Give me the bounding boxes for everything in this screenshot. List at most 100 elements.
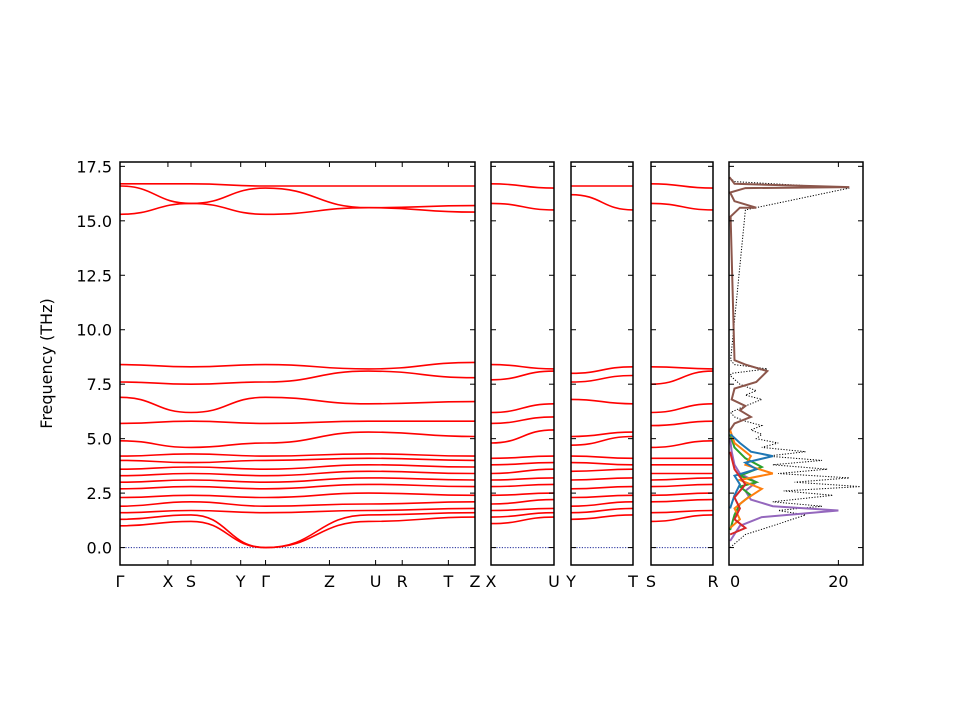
phonon-band-0-12 [119,420,475,425]
y-tick-label: 5.0 [87,430,112,449]
phonon-band-0-17 [119,185,476,209]
phonon-band-0-18 [120,182,475,187]
phonon-band-2-0 [570,514,634,521]
y-tick-label: 15.0 [76,212,112,231]
phonon-band-3-14 [650,202,714,211]
y-axis-label: Frequency (THz) [37,298,56,428]
y-tick-label: 17.5 [76,157,112,176]
phonon-band-1-10 [490,429,555,444]
phonon-band-3-9 [650,440,714,449]
k-point-label-T: T [442,572,453,591]
phonon-band-1-8 [490,461,555,466]
k-point-label-Γ: Γ [261,572,270,591]
dos-partial-curve-6 [728,176,850,431]
phonon-band-1-5 [490,483,555,488]
dos-partial-curve-5 [729,451,748,536]
dos-x-tick-label: 0 [730,572,740,591]
y-tick-label: 0.0 [87,539,112,558]
band-panel-0: Γ X S Y Γ Z U R T Z0.02.55.07.510.012.515.017.5 [76,157,480,591]
phonon-band-2-5 [570,477,634,481]
panel-frame [570,161,634,566]
y-tick-label: 12.5 [76,266,112,285]
phonon-band-0-9 [119,457,476,464]
phonon-band-2-7 [570,461,634,466]
phonon-band-1-1 [490,511,555,518]
phonon-band-0-4 [119,492,476,499]
phonon-band-2-6 [570,468,634,473]
phonon-band-0-14 [119,370,476,385]
phonon-band-3-11 [650,403,714,414]
phonon-band-2-1 [570,507,634,514]
dos-x-tick-label: 20 [828,572,848,591]
phonon-band-3-2 [650,498,714,503]
k-point-label-T: T [627,572,638,591]
dos-partial-curve-2 [729,433,765,531]
phonon-band-0-15 [119,361,476,370]
phonon-band-1-4 [490,492,555,497]
phonon-band-1-11 [490,416,555,425]
y-tick-label: 2.5 [87,484,112,503]
phonon-band-1-15 [490,202,555,211]
k-point-label-R: R [397,572,408,591]
phonon-band-1-0 [490,516,555,525]
y-tick-label: 10.0 [76,321,112,340]
phonon-band-0-11 [119,431,476,449]
k-point-label-U: U [548,572,560,591]
phonon-band-2-10 [570,431,634,438]
phonon-band-2-14 [570,193,634,211]
phonon-band-2-8 [570,455,634,460]
phonon-band-0-1 [119,511,476,549]
phonon-band-2-2 [570,501,634,507]
panel-frame [119,161,476,566]
phonon-band-2-13 [570,366,634,375]
dos-partial-curve-3 [729,429,774,529]
phonon-band-0-7 [119,470,476,477]
phonon-band-3-5 [650,477,714,481]
k-point-label-Z: Z [324,572,335,591]
phonon-band-2-9 [570,435,634,446]
phonon-band-1-13 [490,370,555,381]
phonon-band-2-3 [570,494,634,499]
dos-total-curve [729,176,861,548]
phonon-band-3-13 [650,366,714,370]
phonon-band-1-16 [490,183,555,189]
phonon-band-0-3 [119,501,476,507]
phonon-band-0-0 [119,516,476,549]
k-point-label-X: X [162,572,173,591]
panel-frame [490,161,555,566]
phonon-band-2-4 [570,485,634,490]
phonon-band-0-6 [119,477,476,483]
k-point-label-S: S [646,572,656,591]
dos-frame [728,161,864,566]
phonon-band-0-13 [119,396,476,414]
phonon-band-0-8 [119,464,476,470]
phonon-band-3-4 [650,483,714,488]
phonon-band-3-15 [650,183,714,189]
k-point-label-U: U [370,572,382,591]
phonon-band-2-11 [570,398,634,405]
phonon-band-3-12 [650,370,714,385]
dos-panel: 0 20 [728,161,864,591]
phonon-band-1-9 [490,455,555,460]
phonon-band-1-2 [490,507,555,512]
k-point-label-Γ: Γ [116,572,125,591]
phonon-band-3-1 [650,509,714,514]
phonon-band-1-12 [490,403,555,414]
phonon-band-3-3 [650,492,714,497]
dos-partial-curve-4 [729,433,774,509]
k-point-label-Y: Y [565,572,576,591]
k-point-label-X: X [486,572,497,591]
k-point-label-R: R [707,572,718,591]
phonon-band-3-0 [650,514,714,523]
phonon-band-0-16 [119,202,476,216]
dos-partial-curve-1 [729,438,839,542]
phonon-band-0-10 [119,453,476,457]
phonon-band-1-14 [490,363,555,370]
k-point-label-Y: Y [235,572,246,591]
phonon-band-3-10 [650,420,714,427]
phonon-band-1-3 [490,498,555,505]
